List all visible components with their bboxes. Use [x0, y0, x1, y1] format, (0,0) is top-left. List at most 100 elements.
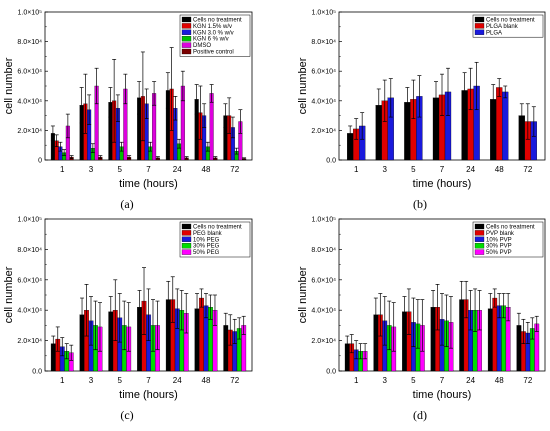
legend-swatch — [474, 16, 485, 23]
x-tick-label: 5 — [118, 376, 123, 385]
x-tick-label: 72 — [523, 376, 532, 385]
x-tick-label: 5 — [411, 165, 416, 174]
y-tick-label: 6.0×10⁴ — [17, 69, 42, 76]
y-tick-label: 4.0×10⁴ — [17, 98, 42, 105]
x-tick-label: 5 — [118, 165, 123, 174]
legend-swatch — [474, 223, 485, 230]
chart-panel-2: 0.0 2.0×10⁴ 4.0×10⁴ 6.0×10⁴ 8.0×10⁴ 1.0×10⁵ 1 3… — [297, 10, 546, 211]
legend-label: KGN 6 % w/v — [193, 37, 229, 43]
panel-letter: (a) — [120, 197, 133, 211]
legend-swatch — [181, 16, 192, 23]
x-tick-label: 72 — [230, 376, 239, 385]
legend-label: PEG blank — [193, 231, 223, 237]
legend-box — [179, 14, 251, 57]
legend-label: 30% PVP — [486, 244, 512, 250]
y-tick-label: 4.0×10⁴ — [311, 98, 336, 105]
legend-swatch — [474, 236, 485, 242]
legend-label: KGN 3.0 % w/v — [193, 30, 234, 36]
y-tick-label: 6.0×10⁴ — [17, 277, 42, 284]
y-tick-label: 0.0 — [326, 158, 336, 165]
y-axis-title: cell number — [297, 266, 309, 323]
y-tick-label: 0.0 — [326, 369, 336, 376]
bar — [209, 93, 214, 161]
legend-label: Positive control — [193, 50, 234, 56]
y-tick-label: 2.0×10⁴ — [311, 128, 336, 135]
legend-swatch — [474, 23, 485, 29]
x-tick-label: 3 — [383, 165, 388, 174]
bar — [502, 91, 509, 161]
x-tick-label: 3 — [383, 376, 388, 385]
y-tick-label: 8.0×10⁴ — [311, 247, 336, 254]
x-tick-label: 48 — [495, 165, 504, 174]
legend-swatch — [181, 36, 192, 42]
y-tick-label: 8.0×10⁴ — [311, 39, 336, 46]
legend-swatch — [474, 230, 485, 236]
legend-label: PLGA — [486, 30, 502, 36]
chart-panel-1: 0 2.0×10⁴ 4.0×10⁴ 6.0×10⁴ 8.0×10⁴ 1.0×10⁵ 1 3 5 7… — [3, 10, 253, 211]
y-tick-label: 4.0×10⁴ — [311, 308, 336, 315]
x-tick-label: 7 — [146, 165, 151, 174]
legend-label: DMSO — [193, 43, 211, 49]
x-tick-label: 3 — [89, 376, 94, 385]
x-axis-title: time (hours) — [413, 178, 472, 190]
legend-box — [472, 221, 544, 258]
legend-label: Cells no treatment — [486, 225, 535, 231]
bar — [496, 87, 503, 161]
bar — [199, 297, 204, 372]
legend-swatch — [181, 223, 192, 230]
legend-swatch — [474, 249, 485, 255]
x-tick-label: 72 — [230, 165, 239, 174]
legend-label: KGN 1.5% w/v — [193, 24, 232, 30]
legend-label: 10% PEG — [193, 237, 220, 243]
x-tick-label: 1 — [354, 376, 359, 385]
x-tick-label: 48 — [202, 376, 211, 385]
x-tick-label: 3 — [89, 165, 94, 174]
x-tick-label: 7 — [146, 376, 151, 385]
y-tick-label: 6.0×10⁴ — [311, 69, 336, 76]
legend-label: Cells no treatment — [486, 18, 535, 24]
legend-swatch — [181, 29, 192, 35]
x-tick-label: 24 — [173, 165, 182, 174]
x-tick-label: 1 — [354, 165, 359, 174]
x-tick-label: 1 — [60, 165, 65, 174]
y-tick-label: 4.0×10⁴ — [17, 308, 42, 315]
y-tick-label: 1.0×10⁵ — [311, 217, 336, 224]
legend-swatch — [474, 243, 485, 249]
y-tick-label: 2.0×10⁴ — [17, 338, 42, 345]
legend-label: Cells no treatment — [193, 18, 242, 24]
x-tick-label: 48 — [202, 165, 211, 174]
legend-label: 30% PEG — [193, 244, 220, 250]
y-axis-title: cell number — [3, 266, 15, 323]
legend-swatch — [181, 236, 192, 242]
legend-label: 50% PVP — [486, 250, 512, 256]
legend-label: Cells no treatment — [193, 225, 242, 231]
y-tick-label: 1.0×10⁵ — [17, 217, 42, 224]
legend-label: 10% PVP — [486, 237, 512, 243]
y-tick-label: 8.0×10⁴ — [17, 247, 42, 254]
chart-panel-4: 0.0 2.0×10⁴ 4.0×10⁴ 6.0×10⁴ 8.0×10⁴ 1.0×10⁵ 1 3… — [297, 217, 546, 422]
panel-letter: (c) — [120, 408, 133, 422]
x-tick-label: 48 — [495, 376, 504, 385]
y-tick-label: 2.0×10⁴ — [311, 338, 336, 345]
y-tick-label: 0.0 — [32, 369, 42, 376]
legend-swatch — [181, 48, 192, 55]
x-tick-label: 24 — [466, 376, 475, 385]
bar — [492, 297, 498, 372]
legend-swatch — [181, 42, 192, 48]
y-tick-label: 1.0×10⁵ — [17, 10, 42, 17]
legend-swatch — [181, 23, 192, 29]
x-axis-title: time (hours) — [119, 389, 178, 401]
y-axis-title: cell number — [297, 57, 309, 114]
chart-panel-3: 0.0 2.0×10⁴ 4.0×10⁴ 6.0×10⁴ 8.0×10⁴ 1.0×10⁵ 1 3… — [3, 217, 253, 422]
panel-letter: (b) — [413, 197, 427, 211]
legend-label: 50% PEG — [193, 250, 220, 256]
x-tick-label: 72 — [523, 165, 532, 174]
panel-letter: (d) — [413, 408, 427, 422]
x-axis-title: time (hours) — [119, 178, 178, 190]
x-tick-label: 5 — [411, 376, 416, 385]
x-tick-label: 1 — [60, 376, 65, 385]
x-tick-label: 7 — [440, 376, 445, 385]
legend-box — [472, 14, 544, 38]
legend-swatch — [474, 29, 485, 35]
